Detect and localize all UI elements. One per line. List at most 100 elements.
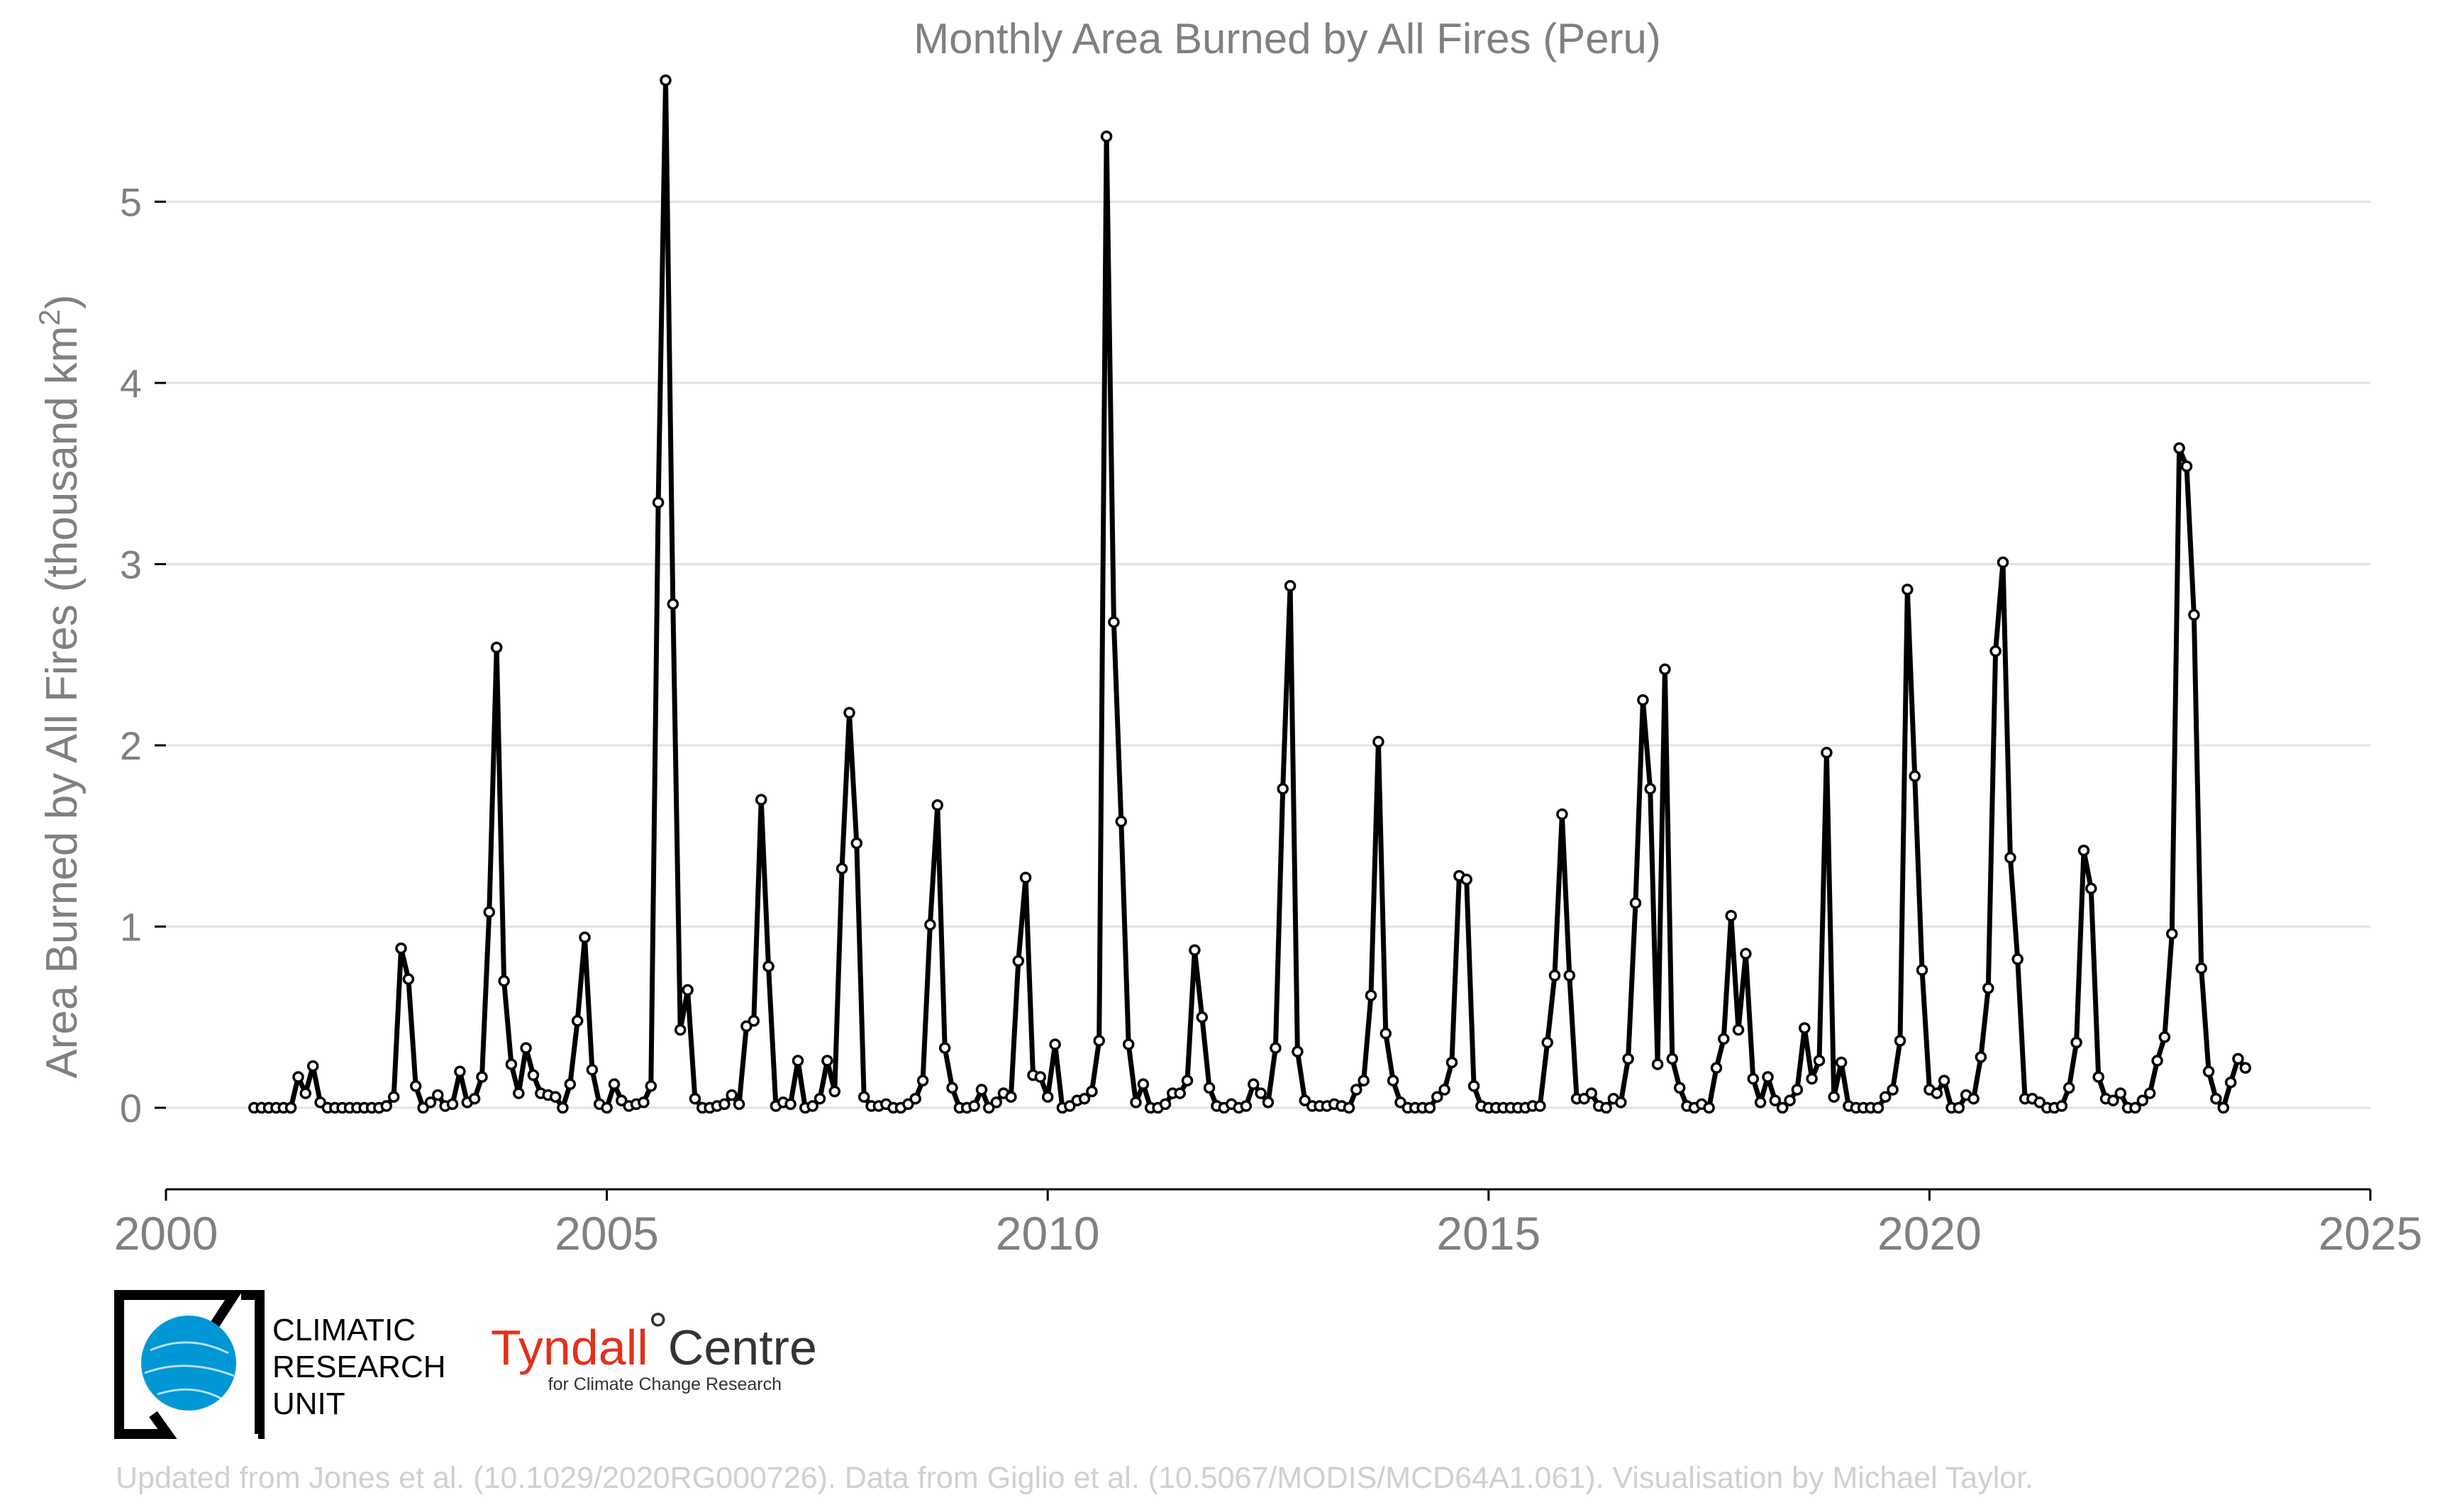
data-point xyxy=(424,1096,437,1108)
data-point xyxy=(549,1091,562,1103)
data-point xyxy=(1600,1101,1612,1114)
data-point xyxy=(1894,1035,1906,1047)
data-point xyxy=(638,1096,650,1108)
data-point xyxy=(1277,783,1289,795)
data-point xyxy=(784,1098,796,1111)
data-point xyxy=(1585,1087,1598,1099)
data-point xyxy=(1380,1028,1392,1040)
data-point xyxy=(1887,1084,1899,1096)
data-point xyxy=(1438,1084,1450,1096)
data-point xyxy=(1548,969,1561,982)
x-tick-label: 2010 xyxy=(996,1207,1100,1260)
y-axis-label-close: ) xyxy=(38,294,87,309)
tyndall-logo: Tyndall°Centre for Climate Change Resear… xyxy=(491,1303,817,1394)
data-point xyxy=(674,1023,687,1036)
data-point xyxy=(2166,928,2178,940)
data-point xyxy=(1350,1084,1362,1096)
y-axis-label: Area Burned by All Fires (thousand km2) xyxy=(33,294,87,1078)
data-point xyxy=(1284,579,1297,592)
data-point xyxy=(828,1085,841,1098)
data-point xyxy=(1365,989,1377,1001)
data-point xyxy=(1615,1096,1627,1108)
data-point xyxy=(1791,1084,1804,1096)
data-point xyxy=(1828,1091,1840,1103)
data-point xyxy=(2232,1052,2244,1065)
data-point xyxy=(1938,1074,1950,1086)
data-point xyxy=(2239,1062,2252,1074)
data-point xyxy=(1467,1080,1480,1092)
data-point xyxy=(1902,583,1914,596)
data-point xyxy=(1563,969,1576,982)
data-point xyxy=(733,1098,745,1111)
data-point xyxy=(1982,982,1994,994)
data-point xyxy=(2217,1101,2230,1114)
data-point xyxy=(1931,1087,1943,1099)
data-point xyxy=(667,598,679,610)
y-axis: 0 1 2 3 4 5 xyxy=(120,179,166,1130)
tyndall-logo-word: Tyndall xyxy=(491,1320,648,1375)
data-point xyxy=(2224,1076,2237,1089)
data-point xyxy=(931,799,944,811)
data-point xyxy=(1872,1101,1884,1114)
data-point xyxy=(850,837,863,850)
data-point xyxy=(1122,1038,1135,1050)
data-point xyxy=(314,1096,326,1108)
data-point xyxy=(748,1015,760,1027)
data-point xyxy=(616,1094,628,1107)
x-tick-label: 2025 xyxy=(2319,1207,2423,1260)
data-point xyxy=(1666,1052,1679,1065)
chart-title: Monthly Area Burned by All Fires (Peru) xyxy=(914,15,1661,62)
data-point xyxy=(1673,1082,1686,1094)
data-point xyxy=(902,1098,914,1111)
data-point xyxy=(1578,1092,1590,1105)
data-point xyxy=(2173,442,2185,455)
data-point xyxy=(689,1092,701,1105)
data-point xyxy=(645,1080,657,1092)
data-point xyxy=(579,931,591,944)
data-point xyxy=(2085,882,2097,895)
data-point xyxy=(513,1087,525,1099)
data-point xyxy=(1556,808,1568,821)
data-point xyxy=(468,1092,481,1105)
data-point xyxy=(1629,897,1642,909)
data-point xyxy=(1423,1101,1436,1114)
y-tick-label: 2 xyxy=(120,723,142,768)
data-point xyxy=(299,1087,312,1099)
data-point xyxy=(1203,1082,1216,1094)
data-point xyxy=(1181,1074,1194,1086)
data-point xyxy=(1879,1091,1892,1103)
data-point xyxy=(1100,130,1113,143)
data-point xyxy=(601,1101,613,1114)
data-point xyxy=(806,1100,818,1112)
data-point xyxy=(1078,1092,1091,1105)
data-point xyxy=(1005,1091,1017,1103)
y-tick-label: 0 xyxy=(120,1086,142,1130)
data-point xyxy=(1989,645,2002,657)
tyndall-logo-centre: Centre xyxy=(668,1320,817,1375)
data-point xyxy=(2151,1055,2163,1067)
data-point xyxy=(1292,1045,1304,1058)
cru-logo-line-3: UNIT xyxy=(272,1386,345,1421)
data-point xyxy=(2158,1031,2171,1043)
data-point xyxy=(2136,1094,2149,1107)
series-points xyxy=(248,74,2252,1114)
data-point xyxy=(2202,1065,2215,1078)
data-point xyxy=(1534,1100,1546,1112)
data-point xyxy=(1769,1094,1782,1107)
data-point xyxy=(916,1074,929,1086)
footer-credits: Updated from Jones et al. (10.1029/2020R… xyxy=(116,1461,2033,1495)
data-point xyxy=(1108,616,1120,628)
data-point xyxy=(1776,1101,1789,1114)
data-point xyxy=(1754,1096,1767,1108)
data-point xyxy=(1240,1100,1253,1112)
data-point xyxy=(2063,1082,2075,1094)
data-point xyxy=(938,1042,951,1054)
data-point xyxy=(1541,1036,1553,1049)
data-point xyxy=(2180,460,2193,472)
data-point xyxy=(417,1101,429,1114)
data-point xyxy=(1637,694,1649,706)
data-point xyxy=(1093,1035,1105,1047)
data-point xyxy=(968,1100,980,1112)
data-point xyxy=(924,918,936,931)
